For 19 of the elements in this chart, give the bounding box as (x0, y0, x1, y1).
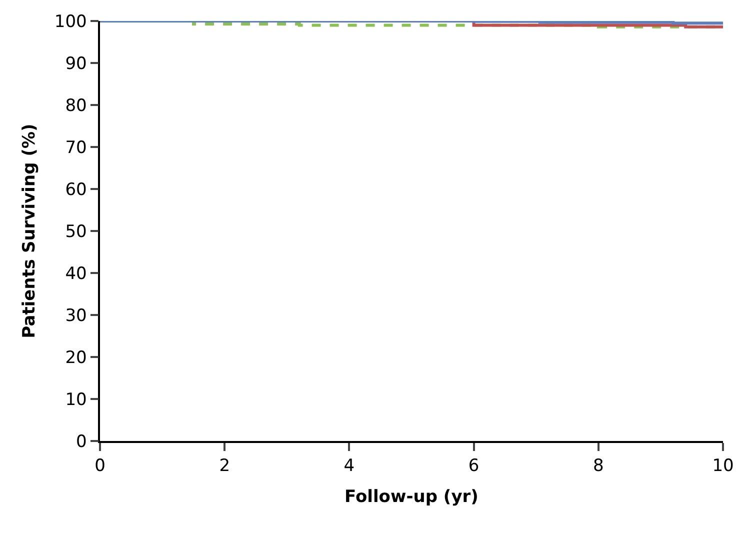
y-tick-label: 40 (65, 264, 87, 284)
y-tick-label: 70 (65, 138, 87, 158)
y-tick-label: 80 (65, 96, 87, 116)
y-tick-label: 0 (76, 432, 87, 452)
y-tick-label: 30 (65, 306, 87, 326)
y-tick-label: 100 (54, 12, 87, 32)
y-axis-title: Patients Surviving (%) (19, 124, 40, 338)
y-tick-label: 50 (65, 222, 87, 242)
x-tick-label: 10 (712, 456, 734, 476)
x-tick-label: 2 (219, 456, 230, 476)
x-tick-label: 8 (592, 456, 604, 476)
x-tick-label: 0 (94, 456, 106, 476)
x-tick-label: 6 (468, 456, 480, 476)
y-tick-label: 20 (65, 348, 87, 368)
y-tick-label: 90 (65, 54, 87, 74)
y-tick-label: 60 (65, 180, 87, 200)
x-tick-label: 4 (344, 456, 355, 476)
y-tick-label: 10 (65, 390, 87, 410)
x-axis-title: Follow-up (yr) (344, 487, 478, 508)
